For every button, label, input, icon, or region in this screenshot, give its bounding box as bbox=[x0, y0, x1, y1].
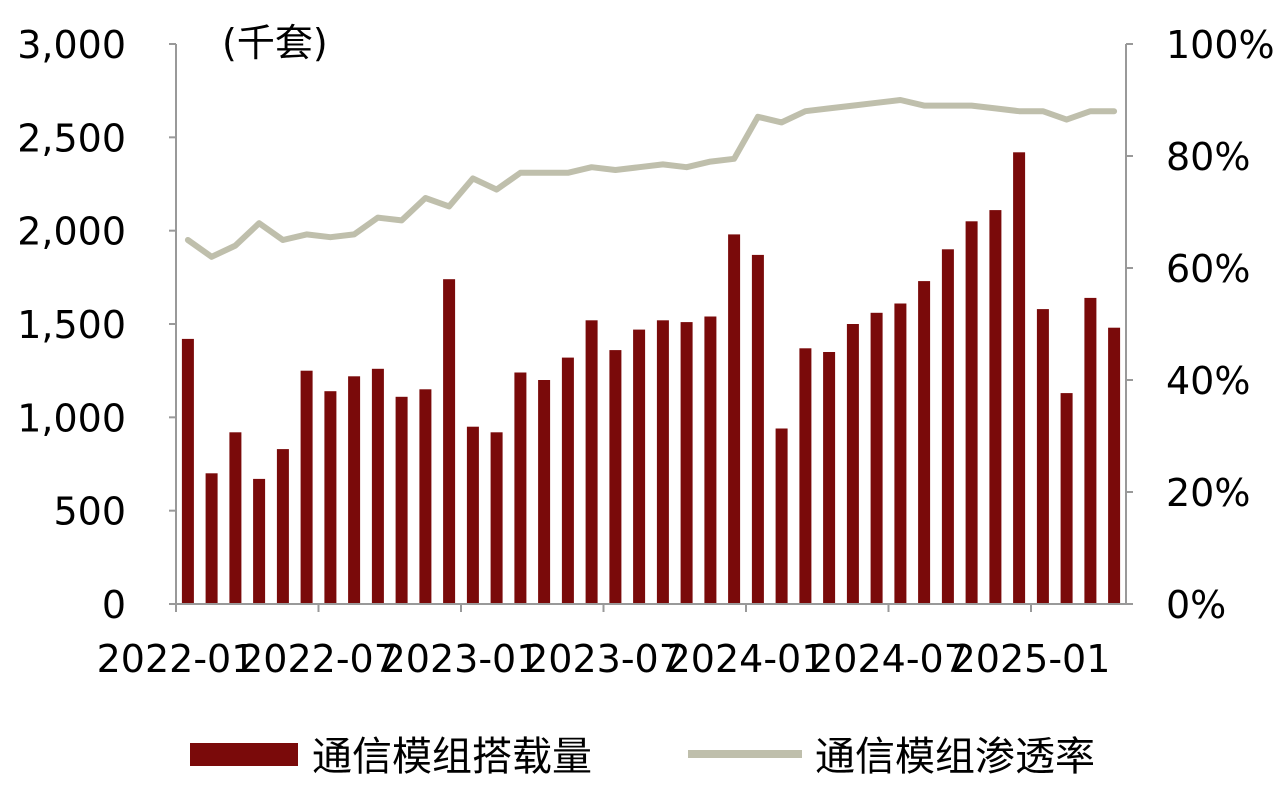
x-tick-label: 2022-01 bbox=[97, 637, 256, 681]
right-tick-label: 20% bbox=[1166, 471, 1250, 515]
bar-2024-09 bbox=[941, 249, 954, 605]
bar-2023-03 bbox=[514, 372, 527, 604]
bar-2023-09 bbox=[656, 320, 669, 604]
legend: 通信模组搭载量 通信模组渗透率 bbox=[190, 734, 1095, 780]
bar-2023-07 bbox=[609, 350, 622, 604]
x-tick-label: 2023-01 bbox=[382, 637, 541, 681]
left-tick-label: 3,000 bbox=[17, 23, 126, 67]
x-tick-label: 2023-07 bbox=[524, 637, 683, 681]
bar-2025-04 bbox=[1108, 327, 1121, 604]
left-tick-label: 2,500 bbox=[17, 116, 126, 160]
legend-label-bar: 通信模组搭载量 bbox=[312, 734, 592, 780]
right-tick-label: 60% bbox=[1166, 247, 1250, 291]
bar-2023-08 bbox=[633, 329, 646, 604]
bar-2025-01 bbox=[1036, 309, 1049, 604]
legend-swatch-bar bbox=[190, 743, 298, 766]
bar-2023-11 bbox=[704, 316, 717, 604]
bar-2022-01 bbox=[181, 338, 194, 604]
bar-2023-04 bbox=[538, 380, 551, 604]
bar-2022-09 bbox=[371, 368, 384, 604]
bar-2023-06 bbox=[585, 320, 598, 604]
x-tick-label: 2022-07 bbox=[239, 637, 398, 681]
bar-2023-01 bbox=[466, 426, 479, 604]
bar-2024-11 bbox=[989, 210, 1002, 604]
legend-label-line: 通信模组渗透率 bbox=[815, 734, 1095, 780]
right-tick-label: 80% bbox=[1166, 135, 1250, 179]
right-tick-label: 0% bbox=[1166, 583, 1226, 627]
left-tick-label: 1,500 bbox=[17, 303, 126, 347]
bar-2024-06 bbox=[870, 312, 883, 604]
bar-2024-01 bbox=[751, 254, 764, 604]
plot-layer: 0 500 1,000 1,500 2,000 2,500 3,000 0% 20% 40% 60%… bbox=[17, 23, 1274, 681]
bar-2025-02 bbox=[1060, 393, 1073, 604]
left-tick-label: 1,000 bbox=[17, 396, 126, 440]
bar-2024-05 bbox=[846, 324, 859, 604]
bar-2024-07 bbox=[894, 303, 907, 604]
bar-2022-05 bbox=[276, 449, 289, 604]
left-tick-label: 0 bbox=[102, 583, 126, 627]
bar-2024-08 bbox=[918, 281, 931, 604]
bar-2024-03 bbox=[799, 348, 812, 604]
bar-2024-02 bbox=[775, 428, 788, 604]
bar-2022-10 bbox=[395, 396, 408, 604]
penetration-rate-line bbox=[184, 97, 1118, 260]
bar-2022-02 bbox=[205, 473, 218, 604]
bar-2023-05 bbox=[561, 357, 574, 604]
x-tick-label: 2024-07 bbox=[809, 637, 968, 681]
bar-2022-03 bbox=[229, 432, 242, 604]
left-tick-label: 500 bbox=[53, 490, 126, 534]
x-tick-label: 2025-01 bbox=[952, 637, 1111, 681]
left-tick-label: 2,000 bbox=[17, 210, 126, 254]
bar-2022-08 bbox=[348, 376, 361, 604]
right-tick-label: 40% bbox=[1166, 359, 1250, 403]
right-tick-label: 100% bbox=[1166, 23, 1275, 67]
bar-2022-12 bbox=[443, 279, 456, 604]
bar-2022-07 bbox=[324, 391, 337, 604]
unit-label: (千套) bbox=[222, 21, 328, 65]
bar-2023-12 bbox=[728, 234, 741, 604]
bar-2025-03 bbox=[1084, 297, 1097, 604]
bar-2023-10 bbox=[680, 322, 693, 604]
bar-2022-04 bbox=[253, 478, 266, 604]
x-tick-label: 2024-01 bbox=[667, 637, 826, 681]
bar-2024-12 bbox=[1013, 152, 1026, 605]
bar-2022-11 bbox=[419, 389, 432, 604]
bar-2022-06 bbox=[300, 370, 313, 604]
bar-2024-10 bbox=[965, 221, 978, 605]
bar-2024-04 bbox=[823, 352, 836, 604]
bar-2023-02 bbox=[490, 432, 503, 604]
